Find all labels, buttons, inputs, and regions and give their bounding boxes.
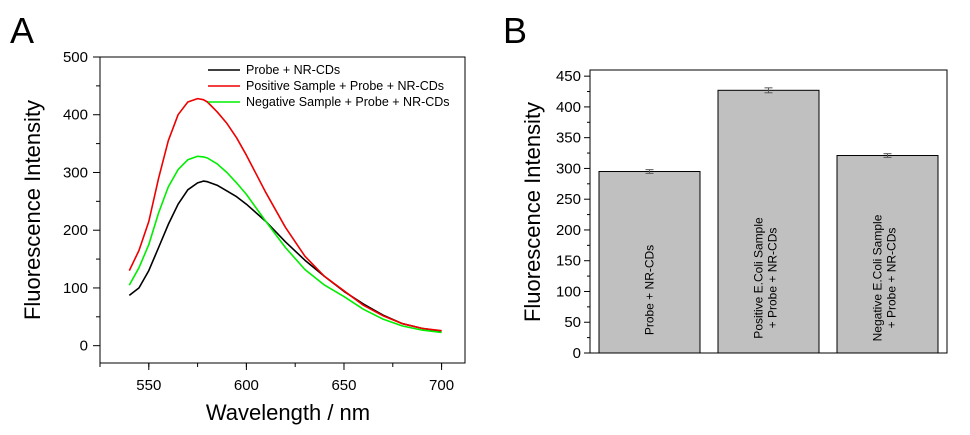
bar-1 [717,89,820,354]
y-tick-label: 400 [63,107,88,124]
y-tick-label: 450 [556,68,581,85]
y-tick-label: 300 [63,164,88,181]
x-tick-label: 550 [136,377,161,394]
bar-label-line2-2: + Probe + NR-CDs [885,228,899,329]
y-tick-label: 250 [556,191,581,208]
line-chart-x-axis-title: Wavelength / nm [206,400,370,425]
legend-label-0: Probe + NR-CDs [246,63,340,77]
bar-chart-ticks: 0 50 100 150 200 250 300 350 400 450 [556,68,590,362]
y-tick-label: 50 [564,314,581,331]
series-line-1 [128,97,442,332]
series-line-0 [128,180,442,332]
y-tick-label: 400 [556,99,581,116]
panel-b-label: B [503,10,527,51]
y-tick-label: 200 [556,222,581,239]
x-tick-label: 700 [429,377,454,394]
bar-label-line2-1: + Probe + NR-CDs [766,228,780,329]
series-line-2 [128,155,442,334]
bar-label-line1-0: Probe + NR-CDs [643,245,657,335]
y-tick-label: 0 [573,345,581,362]
x-tick-label: 600 [234,377,259,394]
panel-a-label: A [10,10,34,51]
line-chart-ticks: 550 600 650 700 0 100 200 300 400 500 [63,49,454,394]
bar-label-line1-2: Negative E.Coli Sample [871,214,885,341]
line-chart: 550 600 650 700 0 100 200 300 400 500 Probe + NR-… [20,49,466,425]
y-tick-label: 100 [556,283,581,300]
x-tick-label: 650 [331,377,356,394]
bar-chart: 0 50 100 150 200 250 300 350 400 450 Probe + NR-C… [520,68,948,362]
bar-2 [836,155,939,354]
bar-chart-plot-frame [589,69,948,354]
legend-label-2: Negative Sample + Probe + NR-CDs [246,95,450,109]
y-tick-label: 350 [556,130,581,147]
y-tick-label: 150 [556,253,581,270]
line-chart-plot-frame [99,56,466,364]
bar-label-line1-1: Positive E.Coli Sample [752,217,766,339]
line-chart-legend: Probe + NR-CDs Positive Sample + Probe + … [208,63,450,109]
y-tick-label: 100 [63,280,88,297]
y-tick-label: 500 [63,49,88,66]
line-chart-series [128,97,442,334]
bar-0 [598,171,701,354]
bar-chart-bars: Probe + NR-CDs Positive E.Coli Sample + Pr… [598,87,939,354]
legend-label-1: Positive Sample + Probe + NR-CDs [246,79,444,93]
y-tick-label: 200 [63,222,88,239]
bar-chart-y-axis-title: Fluorescence Intensity [520,102,545,322]
y-tick-label: 0 [80,338,88,355]
y-tick-label: 300 [556,160,581,177]
line-chart-y-axis-title: Fluorescence Intensity [20,100,45,320]
